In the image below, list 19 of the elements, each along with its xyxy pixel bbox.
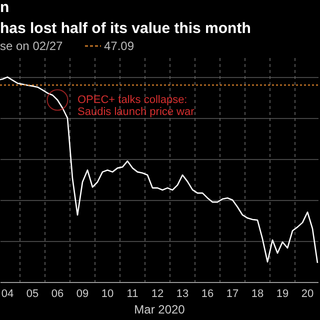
x-tick-label: 09 [76, 288, 89, 300]
x-tick-label: 18 [251, 288, 264, 300]
text: 47.09 [104, 39, 134, 53]
x-tick-label: 17 [226, 288, 239, 300]
chart-title: n [0, 0, 10, 16]
x-tick-label: 04 [1, 288, 14, 300]
x-axis-title: Mar 2020 [134, 302, 186, 316]
x-tick-label: 12 [151, 288, 164, 300]
x-tick-label: 16 [201, 288, 214, 300]
x-tick-label: 19 [276, 288, 289, 300]
legend-label: se on 02/27 [0, 39, 64, 53]
x-tick-label: 06 [51, 288, 64, 300]
x-tick-label: 11 [126, 288, 138, 300]
chart-subtitle: has lost half of its value this month [0, 20, 251, 37]
x-tick-label: 13 [176, 288, 189, 300]
x-tick-label: 20 [301, 288, 314, 300]
x-tick-label: 05 [26, 288, 39, 300]
x-tick-label: 10 [101, 288, 114, 300]
annotation: OPEC+ talks collapse: Saudis launch price war [78, 94, 195, 118]
